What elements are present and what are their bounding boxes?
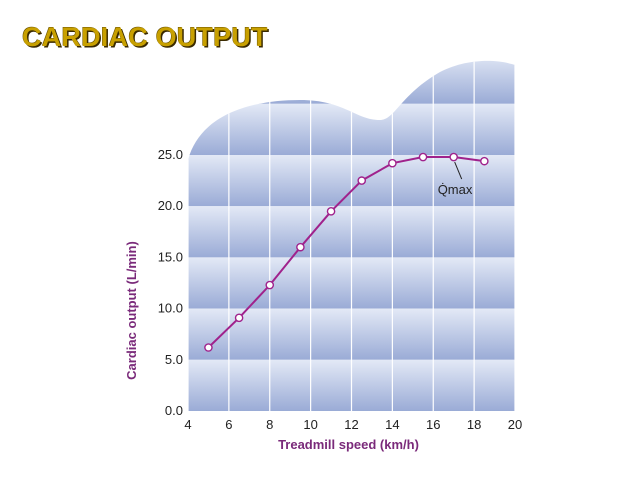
data-point: [204, 343, 213, 352]
y-tick-label: 15.0: [158, 249, 183, 264]
data-point: [265, 280, 275, 290]
y-tick-label: 10.0: [158, 301, 183, 316]
series-line-group: [207, 156, 485, 349]
x-tick-label: 20: [508, 417, 522, 432]
y-tick-label: 25.0: [158, 147, 183, 162]
y-axis-label: Cardiac output (L/min): [124, 241, 139, 380]
data-point: [449, 152, 458, 162]
data-point: [296, 242, 305, 252]
data-points: [204, 152, 489, 352]
series-line: [207, 156, 485, 349]
y-tick-label: 0.0: [165, 403, 183, 418]
data-point: [326, 207, 336, 216]
x-axis-label: Treadmill speed (km/h): [278, 437, 419, 452]
x-tick-label: 8: [266, 417, 273, 432]
x-tick-label: 10: [303, 417, 317, 432]
annotation-leader-line: [454, 161, 463, 180]
annotations: Q̇max: [438, 161, 473, 197]
y-tick-label: 5.0: [165, 352, 183, 367]
x-tick-label: 12: [344, 417, 358, 432]
annotation-qmax: Q̇max: [438, 182, 473, 197]
data-point: [418, 152, 428, 162]
data-point: [388, 158, 397, 168]
tick-labels: 4 6 8 10 12 14 16 18 20 0.0 5.0 10.0 15.0 20.0 25.0: [158, 147, 523, 432]
y-tick-label: 20.0: [158, 198, 183, 213]
x-tick-label: 6: [225, 417, 232, 432]
background-band: [188, 60, 515, 104]
x-tick-label: 4: [184, 417, 191, 432]
data-point: [234, 313, 244, 323]
x-tick-label: 16: [426, 417, 440, 432]
x-tick-label: 18: [467, 417, 481, 432]
data-point: [357, 176, 367, 185]
data-point: [480, 156, 489, 166]
x-tick-label: 14: [385, 417, 399, 432]
slide-title: CARDIAC OUTPUT: [22, 22, 268, 52]
